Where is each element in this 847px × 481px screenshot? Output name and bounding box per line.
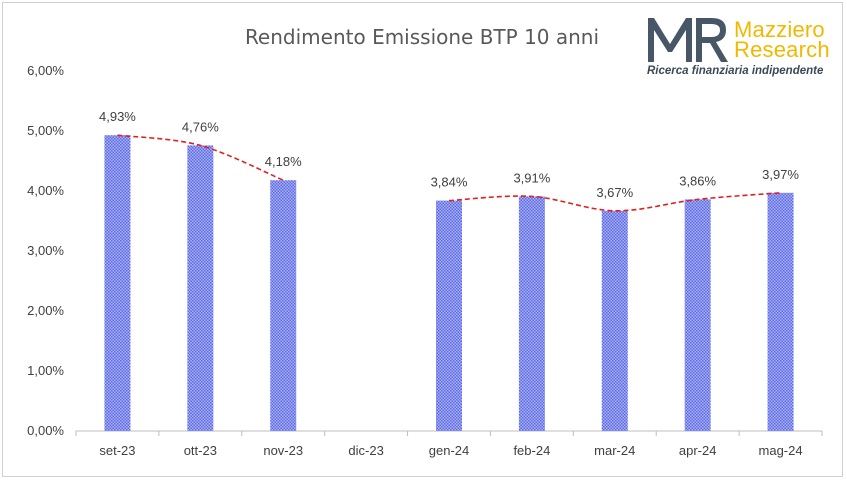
- brand-name-line1: Mazziero: [734, 17, 825, 42]
- y-tick-label: 1,00%: [27, 363, 64, 378]
- bar: [187, 145, 214, 431]
- data-label: 3,86%: [679, 173, 716, 188]
- mr-logo-icon: [648, 18, 728, 62]
- y-tick-label: 2,00%: [27, 303, 64, 318]
- data-label: 3,67%: [596, 185, 633, 200]
- data-labels: 4,93% 4,76% 4,18% 3,84% 3,91% 3,67% 3,86% 3,97%: [99, 109, 799, 200]
- x-tick-label: nov-23: [263, 443, 303, 458]
- x-tick-label: set-23: [99, 443, 135, 458]
- y-tick-label: 6,00%: [27, 63, 64, 78]
- x-tick-label: mar-24: [594, 443, 635, 458]
- x-tick-label: feb-24: [513, 443, 550, 458]
- data-label: 3,97%: [762, 167, 799, 182]
- data-label: 3,91%: [513, 170, 550, 185]
- y-tick-label: 0,00%: [27, 423, 64, 438]
- data-label: 4,18%: [265, 154, 302, 169]
- bar: [518, 196, 545, 431]
- x-tick-label: gen-24: [429, 443, 469, 458]
- bar: [684, 199, 711, 431]
- trend-lines: [117, 134, 781, 212]
- brand-tagline: Ricerca finanziaria indipendente: [647, 65, 824, 77]
- bar: [601, 210, 628, 431]
- y-axis: 0,00% 1,00% 2,00% 3,00% 4,00% 5,00% 6,00%: [27, 63, 64, 438]
- y-tick-label: 5,00%: [27, 123, 64, 138]
- data-label: 4,76%: [182, 119, 219, 134]
- bars: [104, 135, 794, 431]
- chart-title: Rendimento Emissione BTP 10 anni: [245, 25, 599, 49]
- brand-logo: Mazziero Research Ricerca finanziaria in…: [646, 14, 831, 82]
- brand-name-line2: Research: [734, 37, 830, 62]
- bar: [104, 135, 131, 431]
- data-label: 3,84%: [431, 175, 468, 190]
- x-axis: set-23 ott-23 nov-23 dic-23 gen-24 feb-24 mar-…: [75, 430, 823, 458]
- x-tick-label: mag-24: [759, 443, 803, 458]
- bar: [270, 180, 297, 431]
- bar: [436, 200, 462, 431]
- y-tick-label: 3,00%: [27, 243, 64, 258]
- trend-line: [117, 134, 284, 181]
- y-tick-label: 4,00%: [27, 183, 64, 198]
- x-tick-label: ott-23: [184, 443, 217, 458]
- x-tick-label: apr-24: [679, 443, 717, 458]
- data-label: 4,93%: [99, 109, 136, 124]
- x-tick-label: dic-23: [348, 443, 383, 458]
- bar: [767, 192, 794, 431]
